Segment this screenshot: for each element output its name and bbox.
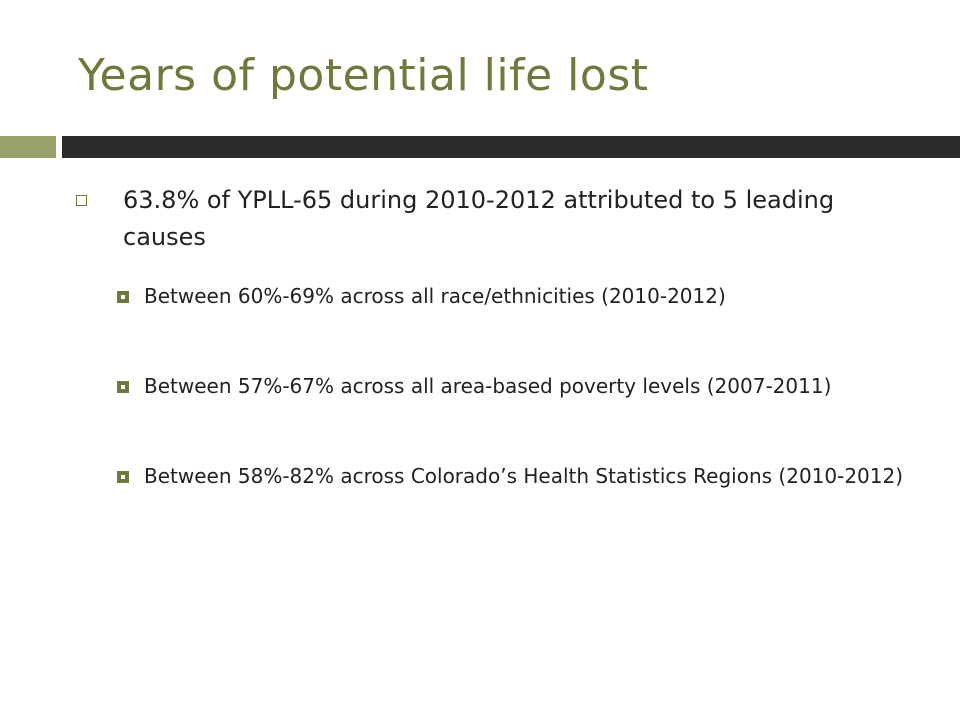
sub-bullet-text: Between 57%-67% across all area-based po… <box>144 374 832 398</box>
framed-square-bullet-icon <box>117 291 129 303</box>
framed-square-bullet-icon <box>117 381 129 393</box>
accent-bar-right <box>62 136 960 158</box>
framed-square-bullet-icon <box>117 471 129 483</box>
bullet-text: 63.8% of YPLL-65 during 2010-2012 attrib… <box>123 186 835 251</box>
sub-bullet: Between 57%-67% across all area-based po… <box>114 370 904 403</box>
slide-title: Years of potential life lost <box>78 50 649 101</box>
accent-bar-left <box>0 136 56 158</box>
sub-bullet-text: Between 58%-82% across Colorado’s Health… <box>144 464 904 488</box>
bullet-level1: 63.8% of YPLL-65 during 2010-2012 attrib… <box>74 182 904 256</box>
sub-bullet: Between 58%-82% across Colorado’s Health… <box>114 460 904 493</box>
sub-bullet: Between 60%-69% across all race/ethnicit… <box>114 280 904 313</box>
hollow-square-bullet-icon <box>76 195 87 206</box>
sub-bullet-text: Between 60%-69% across all race/ethnicit… <box>144 284 726 308</box>
